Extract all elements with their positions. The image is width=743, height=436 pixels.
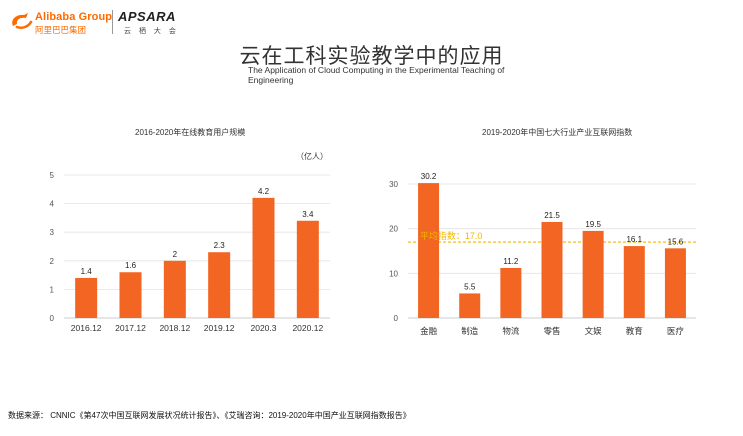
y-tick-label: 0	[394, 314, 399, 323]
bar-value-label: 5.5	[464, 282, 476, 291]
bar	[664, 248, 686, 318]
bar	[541, 221, 563, 318]
bar-value-label: 30.2	[421, 172, 437, 181]
x-category-label: 教育	[626, 326, 643, 336]
logo-group: Alibaba Group 阿里巴巴集团 APSARA 云 栖 大 会	[8, 8, 178, 38]
bar	[208, 252, 231, 318]
bar-value-label: 15.6	[668, 237, 684, 246]
page-title: 云在工科实验教学中的应用	[239, 45, 504, 68]
y-tick-label: 10	[389, 269, 398, 278]
bar	[119, 272, 142, 318]
chart-title-online-education: 2016-2020年在线教育用户规模	[135, 128, 246, 137]
bar-value-label: 2	[173, 250, 178, 259]
y-tick-label: 20	[389, 225, 398, 234]
x-category-label: 文娱	[585, 326, 603, 336]
bar-value-label: 1.6	[125, 261, 137, 270]
y-tick-label: 2	[50, 257, 55, 266]
page-subtitle: The Application of Cloud Computing in th…	[248, 65, 505, 85]
apsara-logo-text: APSARA	[118, 9, 176, 24]
bar	[500, 267, 522, 318]
data-source-footnote: 数据来源： CNNIC《第47次中国互联网发展状况统计报告》、《艾瑞咨询：201…	[8, 411, 411, 420]
y-tick-label: 4	[50, 200, 55, 209]
bar-value-label: 2.3	[214, 241, 226, 250]
y-unit-label: （亿人）	[296, 151, 328, 161]
y-tick-label: 1	[50, 285, 55, 294]
alibaba-group-cn-text: 阿里巴巴集团	[35, 25, 87, 35]
bar-value-label: 3.4	[302, 210, 314, 219]
bar	[623, 246, 645, 318]
x-category-label: 2019.12	[204, 323, 235, 333]
y-tick-label: 0	[50, 314, 55, 323]
apsara-cn-text: 云 栖 大 会	[124, 28, 179, 35]
x-category-label: 2020.12	[292, 323, 323, 333]
bar-value-label: 11.2	[503, 257, 519, 266]
bar	[296, 220, 319, 318]
y-tick-label: 3	[50, 228, 55, 237]
bar	[75, 277, 98, 318]
x-category-label: 2017.12	[115, 323, 146, 333]
y-tick-label: 30	[389, 180, 398, 189]
x-category-label: 制造	[461, 326, 479, 336]
chart-title-industry-index: 2019-2020年中国七大行业产业互联网指数	[482, 128, 633, 137]
bar-value-label: 19.5	[585, 220, 601, 229]
x-category-label: 2018.12	[159, 323, 190, 333]
x-category-label: 零售	[543, 326, 560, 336]
bar	[459, 293, 481, 318]
bar-value-label: 1.4	[81, 267, 93, 276]
bar	[163, 260, 186, 318]
alibaba-group-text: Alibaba Group	[35, 11, 113, 23]
x-category-label: 2020.3	[251, 323, 277, 333]
bar-value-label: 21.5	[544, 211, 560, 220]
bar-value-label: 4.2	[258, 187, 270, 196]
x-category-label: 2016.12	[71, 323, 102, 333]
y-tick-label: 5	[50, 171, 55, 180]
bar	[582, 230, 604, 318]
bar	[418, 183, 440, 318]
bar	[252, 197, 275, 318]
x-category-label: 医疗	[667, 326, 685, 336]
bar-value-label: 16.1	[626, 235, 642, 244]
average-reference-label: 平均指数：17.0	[420, 230, 483, 241]
x-category-label: 物流	[502, 326, 520, 336]
logo-divider	[112, 10, 113, 34]
x-category-label: 金融	[420, 326, 438, 336]
alibaba-logo-icon	[12, 13, 33, 30]
